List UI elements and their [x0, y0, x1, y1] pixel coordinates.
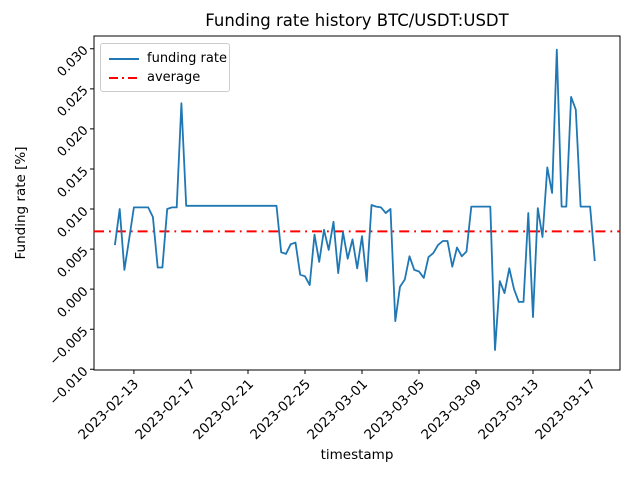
- legend-item-funding-rate: funding rate: [109, 49, 227, 68]
- x-axis-title: timestamp: [320, 447, 394, 463]
- y-axis-ticks: [90, 48, 94, 370]
- chart-title: Funding rate history BTC/USDT:USDT: [205, 11, 509, 30]
- x-axis-ticks: [133, 370, 591, 374]
- funding-rate-line-sample-icon: [109, 57, 139, 60]
- axes-frame: [93, 35, 621, 371]
- legend-label-average: average: [147, 70, 201, 85]
- legend: funding rate average: [100, 43, 230, 92]
- average-line-sample-icon: [109, 76, 139, 79]
- funding-rate-line: [114, 48, 596, 351]
- legend-label-funding-rate: funding rate: [147, 51, 227, 66]
- legend-item-average: average: [109, 68, 221, 87]
